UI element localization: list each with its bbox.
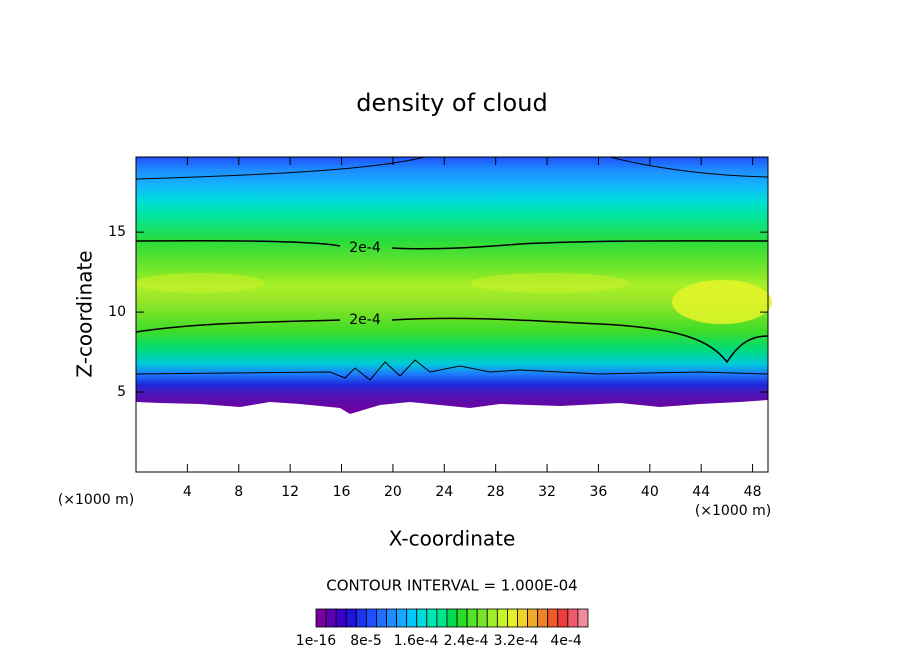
colorbar-box [426, 608, 438, 628]
colorbar-box [446, 608, 458, 628]
x-tick-label: 28 [487, 484, 505, 500]
field-peak [470, 273, 630, 293]
colorbar-label: 1.6e-4 [394, 633, 439, 649]
colorbar-box [406, 608, 418, 628]
colorbar-box [557, 608, 569, 628]
colorbar-label: 3.2e-4 [494, 633, 539, 649]
x-tick-label: 24 [435, 484, 453, 500]
field-peak [672, 280, 772, 324]
y-unit-label: (×1000 m) [695, 503, 771, 519]
colorbar-box [486, 608, 498, 628]
x-tick-label: 12 [281, 484, 299, 500]
colorbar-label: 8e-5 [350, 633, 381, 649]
colorbar-box [386, 608, 397, 628]
colorbar-box [466, 608, 478, 628]
y-tick-label: 15 [108, 224, 126, 240]
contour-line [135, 359, 769, 381]
x-tick-label: 40 [641, 484, 659, 500]
colorbar-box [436, 608, 448, 628]
x-tick-label: 20 [384, 484, 402, 500]
x-unit-label: (×1000 m) [58, 492, 134, 508]
colorbar-box [527, 608, 539, 628]
colorbar-box [396, 608, 408, 628]
colorbar-box [335, 608, 347, 628]
colorbar-label: 4e-4 [550, 633, 582, 649]
colorbar-box [476, 608, 488, 628]
x-axis-label: X-coordinate [389, 527, 516, 551]
y-axis-label: Z-coordinate [73, 250, 97, 377]
colorbar-box [325, 608, 337, 628]
x-tick-label: 48 [744, 484, 762, 500]
x-tick-label: 8 [234, 484, 243, 500]
colorbar-box [507, 608, 518, 628]
colorbar-label: 2.4e-4 [444, 633, 489, 649]
plot-frame [135, 156, 769, 473]
colorbar-box [355, 608, 367, 628]
colorbar-box [416, 608, 428, 628]
colorbar-box [577, 608, 589, 628]
x-tick-label: 44 [692, 484, 710, 500]
colorbar-box [345, 608, 357, 628]
contour-interval: CONTOUR INTERVAL = 1.000E-04 [326, 577, 577, 595]
contour-line [135, 156, 769, 180]
colorbar-box [567, 608, 579, 628]
y-tick-label: 10 [108, 304, 126, 320]
contour-lines [135, 156, 769, 381]
colorbar-box [315, 608, 327, 628]
colorbar-label: 1e-16 [296, 633, 336, 649]
x-tick-label: 32 [538, 484, 556, 500]
field-peak [135, 273, 265, 293]
colorbar-box [456, 608, 468, 628]
colorbar-box [547, 608, 559, 628]
contour-field [136, 157, 768, 414]
x-tick-label: 16 [333, 484, 351, 500]
y-tick-label: 5 [117, 384, 126, 400]
x-tick-label: 36 [590, 484, 608, 500]
chart-title: density of cloud [356, 89, 547, 117]
contour-label: 2e-4 [349, 312, 381, 328]
colorbar-box [365, 608, 377, 628]
colorbar-box [496, 608, 508, 628]
x-tick-label: 4 [183, 484, 192, 500]
colorbar-box [376, 608, 387, 628]
colorbar-box [537, 608, 549, 628]
colorbar-box [517, 608, 528, 628]
contour-line [135, 317, 769, 364]
contour-line [135, 240, 769, 250]
contour-label: 2e-4 [349, 240, 381, 256]
